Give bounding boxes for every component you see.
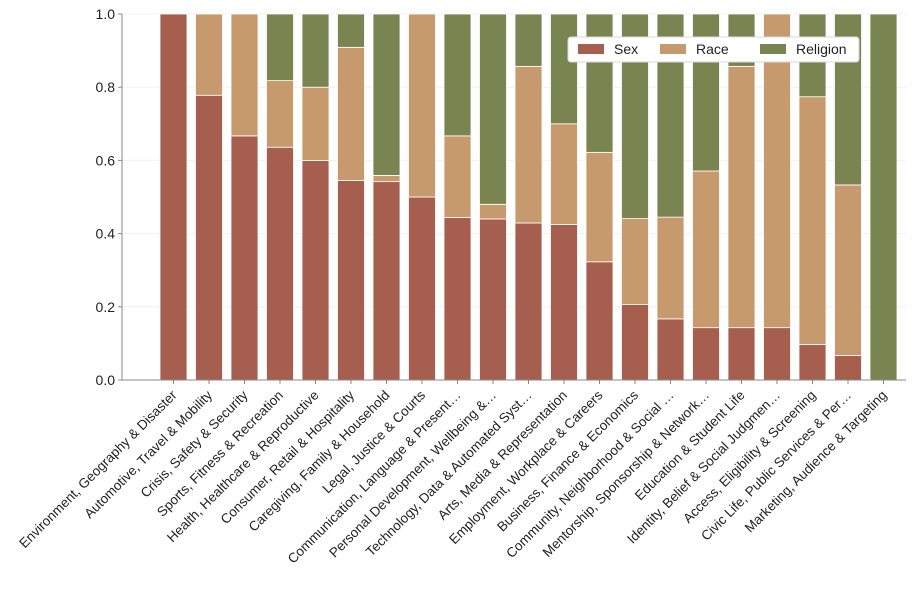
y-tick-label: 0.6: [96, 152, 116, 168]
bar-segment-religion: [585, 13, 614, 153]
bar-segment-race: [372, 175, 401, 183]
bar-segment-race: [408, 13, 436, 198]
legend-swatch-religion: [760, 44, 786, 54]
bar-segment-sex: [727, 327, 756, 381]
bar-segment-religion: [514, 13, 543, 67]
bar-segment-religion: [337, 13, 365, 48]
bar-segment-sex: [692, 327, 720, 381]
bar-segment-sex: [585, 261, 614, 381]
bar-segment-race: [763, 13, 791, 329]
bar-segment-race: [727, 65, 756, 329]
bar-segment-religion: [479, 13, 507, 205]
bar-segment-race: [301, 86, 330, 161]
y-tick-label: 0.0: [96, 372, 116, 388]
bar-segment-sex: [763, 327, 791, 381]
bar-segment-sex: [266, 146, 294, 381]
bar-segment-sex: [230, 135, 259, 381]
bar-segment-religion: [301, 13, 330, 88]
bar-segment-sex: [443, 217, 472, 381]
bar-segment-sex: [195, 94, 223, 381]
legend-swatch-sex: [578, 44, 604, 54]
bar-segment-sex: [301, 159, 330, 381]
y-tick-labels: 0.0 0.2 0.4 0.6 0.8 1.0: [96, 6, 122, 388]
bar-segment-race: [621, 218, 649, 306]
bar-segment-race: [230, 13, 259, 137]
bar-segment-sex: [834, 355, 862, 381]
legend-box: [567, 36, 860, 63]
y-tick-label: 0.8: [96, 79, 116, 95]
bar-segment-sex: [372, 181, 401, 381]
bar-segment-sex: [550, 224, 578, 381]
bar-segment-religion: [266, 13, 294, 82]
bar-segment-sex: [656, 318, 685, 381]
bar-segment-race: [692, 170, 720, 329]
x-tick-label: Environment, Geography & Disaster: [16, 387, 180, 551]
x-tick-labels: Environment, Geography & DisasterAutomot…: [16, 380, 890, 566]
bar-segment-race: [656, 216, 685, 320]
bar-segment-sex: [159, 13, 188, 381]
bar-segment-religion: [550, 13, 578, 125]
bar-segment-race: [337, 46, 365, 181]
legend-label-race: Race: [696, 41, 729, 57]
bar-segment-race: [195, 13, 223, 96]
bar-segment-sex: [479, 218, 507, 381]
axes: [121, 14, 906, 381]
bar-segment-religion: [443, 13, 472, 137]
legend-label-sex: Sex: [614, 41, 638, 57]
bar-segment-race: [834, 184, 862, 356]
bar-segment-race: [514, 65, 543, 224]
bar-segment-race: [798, 96, 827, 345]
bar-segment-sex: [798, 344, 827, 381]
bar-segment-religion: [372, 13, 401, 176]
bars: [159, 13, 898, 381]
bar-segment-race: [479, 203, 507, 220]
bar-segment-race: [550, 123, 578, 225]
bar-segment-race: [585, 151, 614, 263]
y-tick-label: 1.0: [96, 6, 116, 22]
legend-label-religion: Religion: [796, 41, 847, 57]
legend-swatch-race: [660, 44, 686, 54]
legend: Sex Race Religion: [567, 36, 860, 63]
bar-segment-sex: [337, 180, 365, 381]
y-tick-label: 0.2: [96, 299, 116, 315]
bar-segment-sex: [621, 304, 649, 381]
bar-segment-race: [443, 135, 472, 218]
y-tick-label: 0.4: [96, 226, 116, 242]
bar-segment-religion: [869, 13, 898, 381]
bar-segment-sex: [408, 196, 436, 381]
bar-segment-sex: [514, 222, 543, 381]
bar-segment-race: [266, 80, 294, 148]
